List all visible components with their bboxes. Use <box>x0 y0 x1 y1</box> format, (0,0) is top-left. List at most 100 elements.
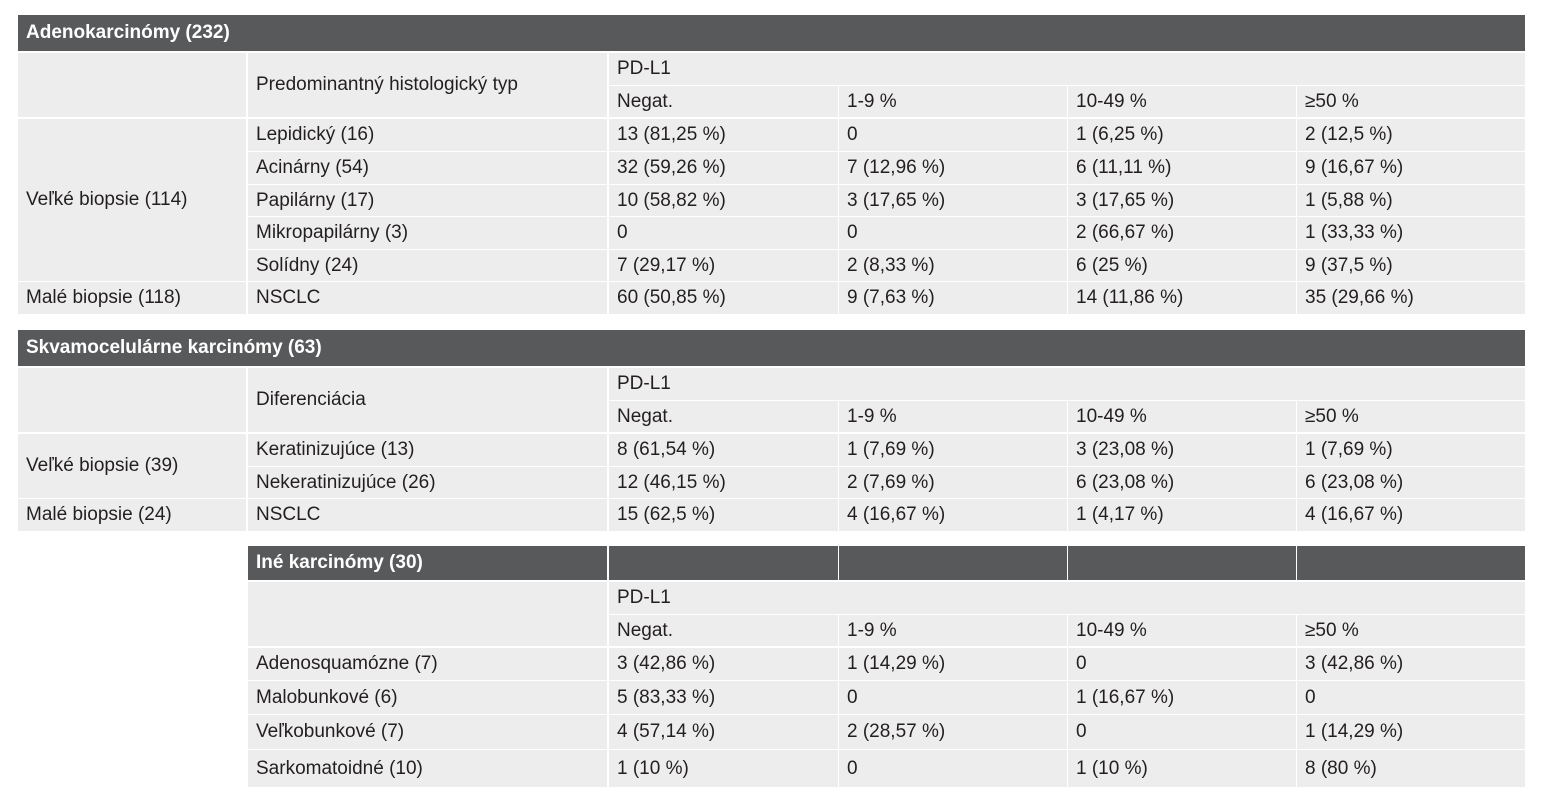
cell-value: 6 (11,11 %) <box>1076 157 1172 178</box>
adeno-cell: 0 <box>839 119 1067 151</box>
cell-value: 1 (7,69 %) <box>847 439 935 460</box>
other-cell: 0 <box>1297 681 1525 714</box>
adeno-cell: 1 (33,33 %) <box>1297 217 1525 249</box>
squam-pdl1-header: PD-L1 <box>609 368 1525 400</box>
cell-value: 1 (6,25 %) <box>1076 124 1164 145</box>
cell-value: 1 (14,29 %) <box>847 653 946 674</box>
cell-value: 3 (42,86 %) <box>617 653 716 674</box>
adeno-cell: 7 (12,96 %) <box>839 152 1067 184</box>
adeno-row-label: Solídny (24) <box>248 250 607 281</box>
other-header-spacer <box>1068 546 1296 580</box>
cell-value: 0 <box>847 124 858 145</box>
other-cell: 1 (10 %) <box>609 750 838 787</box>
adeno-row-label: Lepidický (16) <box>248 119 607 151</box>
adeno-cell: 9 (16,67 %) <box>1297 152 1525 184</box>
cell-value: 9 (7,63 %) <box>847 287 935 308</box>
other-row-label: Sarkomatoidné (10) <box>248 750 607 787</box>
adeno-corner-cell <box>18 53 246 117</box>
other-row-label: Malobunkové (6) <box>248 681 607 714</box>
row-label-text: Mikropapilárny (3) <box>256 222 409 243</box>
adeno-col-negat-text: Negat. <box>617 90 673 112</box>
other-cell: 3 (42,86 %) <box>1297 648 1525 680</box>
cell-value: 35 (29,66 %) <box>1305 287 1414 308</box>
cell-value: 1 (14,29 %) <box>1305 721 1404 742</box>
adeno-row-label: Acinárny (54) <box>248 152 607 184</box>
row-label-text: Lepidický (16) <box>256 124 375 145</box>
adeno-pdl1-header: PD-L1 <box>609 53 1525 85</box>
row-label-text: Papilárny (17) <box>256 189 375 211</box>
other-col-1-9: 1-9 % <box>839 615 1067 646</box>
row-label-text: NSCLC <box>256 287 321 308</box>
squam-group-large-text: Veľké biopsie (39) <box>26 455 179 476</box>
cell-value: 7 (12,96 %) <box>847 157 946 178</box>
other-col-10-49-text: 10-49 % <box>1076 619 1147 641</box>
squam-group-small-text: Malé biopsie (24) <box>26 504 172 525</box>
row-label-text: Veľkobunkové (7) <box>256 721 405 742</box>
squam-section-title: Skvamocelulárne karcinómy (63) <box>18 330 1525 366</box>
adeno-cell: 35 (29,66 %) <box>1297 282 1525 314</box>
adeno-cell: 32 (59,26 %) <box>609 152 838 184</box>
other-cell: 3 (42,86 %) <box>609 648 838 680</box>
adeno-column-header: Predominantný histologický typ <box>248 53 607 117</box>
cell-value: 0 <box>1076 721 1087 742</box>
squam-cell: 8 (61,54 %) <box>609 434 838 466</box>
adeno-row-label: Papilárny (17) <box>248 185 607 216</box>
row-label-text: Keratinizujúce (13) <box>256 439 415 460</box>
cell-value: 1 (10 %) <box>1076 757 1148 779</box>
other-header-spacer <box>609 546 838 580</box>
cell-value: 3 (23,08 %) <box>1076 439 1175 460</box>
adeno-cell: 10 (58,82 %) <box>609 185 838 216</box>
other-col-negat: Negat. <box>609 615 838 646</box>
other-cell: 2 (28,57 %) <box>839 715 1067 749</box>
squam-col-50: ≥50 % <box>1297 401 1525 432</box>
squam-cell: 3 (23,08 %) <box>1068 434 1296 466</box>
cell-value: 3 (42,86 %) <box>1305 653 1404 674</box>
adeno-cell: 0 <box>839 217 1067 249</box>
squam-col-negat: Negat. <box>609 401 838 432</box>
squam-col-50-text: ≥50 % <box>1305 405 1359 427</box>
cell-value: 9 (37,5 %) <box>1305 254 1393 276</box>
adeno-cell: 0 <box>609 217 838 249</box>
cell-value: 0 <box>1305 686 1316 708</box>
squam-pdl1-text: PD-L1 <box>617 373 671 394</box>
adeno-cell: 7 (29,17 %) <box>609 250 838 281</box>
adeno-group-large-text: Veľké biopsie (114) <box>26 189 188 210</box>
adeno-col-1-9-text: 1-9 % <box>847 90 897 112</box>
other-cell: 1 (14,29 %) <box>839 648 1067 680</box>
adeno-group-small-text: Malé biopsie (118) <box>26 287 181 308</box>
cell-value: 1 (5,88 %) <box>1305 189 1393 211</box>
cell-value: 3 (17,65 %) <box>1076 189 1175 211</box>
squam-col-negat-text: Negat. <box>617 405 673 427</box>
squam-cell: 2 (7,69 %) <box>839 467 1067 498</box>
cell-value: 1 (33,33 %) <box>1305 222 1404 243</box>
row-label-text: Solídny (24) <box>256 254 359 276</box>
cell-value: 2 (66,67 %) <box>1076 222 1175 243</box>
adeno-row-label: Mikropapilárny (3) <box>248 217 607 249</box>
cell-value: 0 <box>1076 653 1087 674</box>
cell-value: 12 (46,15 %) <box>617 471 726 493</box>
cell-value: 8 (80 %) <box>1305 757 1377 779</box>
other-cell: 0 <box>1068 648 1296 680</box>
other-col-50: ≥50 % <box>1297 615 1525 646</box>
other-cell: 1 (14,29 %) <box>1297 715 1525 749</box>
adeno-section-title: Adenokarcinómy (232) <box>18 15 1525 51</box>
adeno-col-negat: Negat. <box>609 86 838 117</box>
cell-value: 7 (29,17 %) <box>617 254 716 276</box>
row-label-text: Nekeratinizujúce (26) <box>256 471 436 493</box>
cell-value: 2 (28,57 %) <box>847 721 946 742</box>
squam-cell: 15 (62,5 %) <box>609 499 838 531</box>
adeno-col-50-text: ≥50 % <box>1305 90 1359 112</box>
other-cell: 0 <box>1068 715 1296 749</box>
squam-col-10-49-text: 10-49 % <box>1076 405 1147 427</box>
row-label-text: Adenosquamózne (7) <box>256 653 438 674</box>
adeno-group-small: Malé biopsie (118) <box>18 282 246 314</box>
cell-value: 9 (16,67 %) <box>1305 157 1404 178</box>
other-col-10-49: 10-49 % <box>1068 615 1296 646</box>
cell-value: 1 (16,67 %) <box>1076 686 1175 708</box>
cell-value: 6 (25 %) <box>1076 254 1148 276</box>
adeno-cell: 1 (5,88 %) <box>1297 185 1525 216</box>
cell-value: 1 (4,17 %) <box>1076 504 1164 525</box>
cell-value: 3 (17,65 %) <box>847 189 946 211</box>
other-cell: 0 <box>839 681 1067 714</box>
adeno-cell: 1 (6,25 %) <box>1068 119 1296 151</box>
